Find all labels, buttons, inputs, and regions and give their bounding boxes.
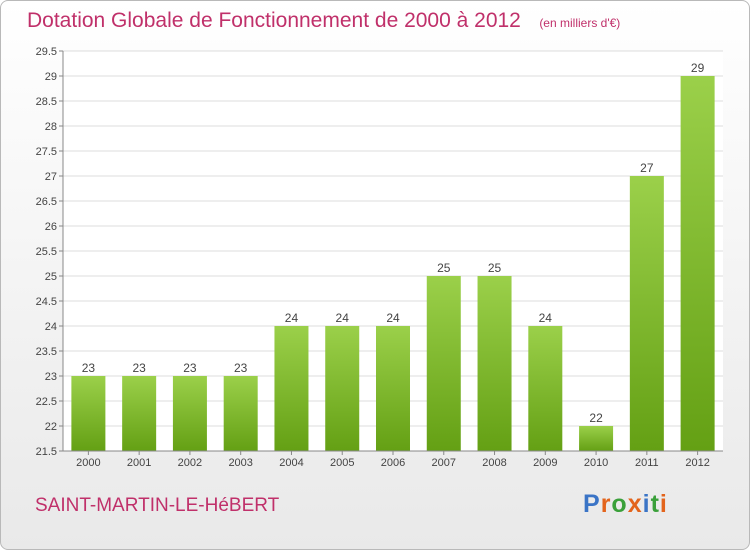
logo-letter: i (642, 490, 651, 518)
x-tick-label: 2002 (178, 457, 202, 469)
x-tick-label: 2003 (228, 457, 252, 469)
value-label: 24 (336, 311, 350, 325)
bars (71, 76, 715, 451)
bar (680, 76, 715, 451)
bar (172, 376, 207, 451)
value-label: 23 (234, 361, 248, 375)
logo-letter: r (600, 490, 612, 518)
y-tick-label: 24 (45, 321, 57, 333)
proxiti-logo: Proxiti (583, 490, 668, 519)
logo-letter: t (650, 490, 660, 518)
x-tick-label: 2005 (330, 457, 354, 469)
bar (528, 326, 563, 451)
bar (477, 276, 512, 451)
bar (579, 426, 614, 451)
y-tick-label: 29 (45, 71, 57, 83)
x-tick-label: 2009 (533, 457, 557, 469)
value-labels: 23 23 23 23 24 24 24 25 25 24 22 27 29 (82, 61, 705, 425)
value-label: 24 (386, 311, 400, 325)
value-label: 24 (539, 311, 553, 325)
y-tick-label: 27 (45, 171, 57, 183)
y-tick-label: 21.5 (36, 446, 57, 458)
value-label: 24 (285, 311, 299, 325)
x-tick-label: 2000 (76, 457, 100, 469)
y-tick-label: 26 (45, 221, 57, 233)
y-tick-label: 24.5 (36, 296, 57, 308)
y-tick-label: 22 (45, 421, 57, 433)
y-tick-label: 27.5 (36, 146, 57, 158)
value-label: 23 (132, 361, 146, 375)
x-tick-label: 2012 (685, 457, 709, 469)
y-tick-label: 25 (45, 271, 57, 283)
x-tick-labels: 2000 2001 2002 2003 2004 2005 2006 2007 2008 2009… (76, 451, 710, 469)
y-tick-label: 28 (45, 121, 57, 133)
logo-letter: o (611, 490, 628, 518)
value-label: 23 (82, 361, 96, 375)
logo-letter: x (627, 490, 643, 518)
bar (223, 376, 258, 451)
y-tick-label: 25.5 (36, 246, 57, 258)
y-tick-label: 23 (45, 371, 57, 383)
y-tick-label: 22.5 (36, 396, 57, 408)
unit-note: (en milliers d'€) (539, 16, 621, 30)
value-label: 22 (589, 411, 603, 425)
bar (71, 376, 106, 451)
x-tick-label: 2006 (381, 457, 405, 469)
title-text: Dotation Globale de Fonctionnement de 20… (27, 9, 521, 32)
y-tick-label: 26.5 (36, 196, 57, 208)
value-label: 23 (183, 361, 197, 375)
bar (629, 176, 664, 451)
y-tick-labels: 21.5 22 22.5 23 23.5 24 24.5 25 25.5 26 26.5 27 27.5… (36, 46, 57, 458)
logo-letter: i (659, 490, 668, 518)
bar (325, 326, 360, 451)
y-tick-label: 28.5 (36, 96, 57, 108)
bar (376, 326, 410, 451)
logo-letter: P (583, 490, 601, 518)
chart-title: Dotation Globale de Fonctionnement de 20… (27, 9, 620, 33)
x-tick-label: 2004 (279, 457, 303, 469)
y-tick-label: 29.5 (36, 46, 57, 58)
bar (426, 276, 461, 451)
x-tick-label: 2007 (432, 457, 456, 469)
x-tick-label: 2001 (127, 457, 151, 469)
value-label: 27 (640, 161, 654, 175)
commune-name: SAINT-MARTIN-LE-HéBERT (35, 495, 280, 516)
value-label: 25 (437, 261, 451, 275)
value-label: 25 (488, 261, 502, 275)
value-label: 29 (691, 61, 705, 75)
bar (274, 326, 309, 451)
x-tick-label: 2010 (584, 457, 608, 469)
bar (122, 376, 157, 451)
x-tick-label: 2008 (482, 457, 506, 469)
x-tick-label: 2011 (635, 457, 659, 469)
y-tick-label: 23.5 (36, 346, 57, 358)
